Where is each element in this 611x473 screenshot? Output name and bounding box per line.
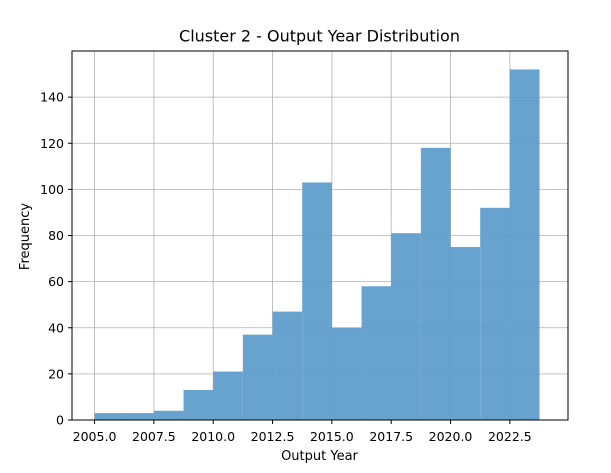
histogram-bar-7 — [302, 182, 332, 420]
y-tick-label-7: 140 — [40, 90, 64, 105]
x-tick-label-7: 2022.5 — [488, 429, 532, 444]
histogram-bar-13 — [480, 207, 510, 420]
histogram-bar-8 — [331, 327, 362, 420]
histogram-bars — [94, 69, 540, 421]
y-tick-label-3: 60 — [48, 274, 64, 289]
x-tick-label-6: 2020.0 — [429, 429, 473, 444]
y-tick-label-0: 0 — [56, 413, 64, 428]
histogram-bar-14 — [509, 69, 540, 420]
histogram-bar-12 — [450, 247, 481, 420]
histogram-bar-10 — [391, 233, 421, 420]
chart-title: Cluster 2 - Output Year Distribution — [179, 27, 460, 46]
x-tick-label-4: 2015.0 — [310, 429, 354, 444]
x-tick-label-5: 2017.5 — [369, 429, 413, 444]
y-tick-label-6: 120 — [40, 136, 64, 151]
histogram-bar-0 — [94, 413, 125, 420]
y-tick-label-4: 80 — [48, 228, 64, 243]
histogram-bar-2 — [153, 410, 184, 420]
x-tick-label-1: 2007.5 — [132, 429, 176, 444]
histogram-bar-6 — [272, 311, 303, 420]
x-tick-label-0: 2005.0 — [73, 429, 117, 444]
y-tick-label-5: 100 — [40, 182, 64, 197]
tick-labels: 2005.0 2007.5 2010.0 2012.5 2015.0 2017.5 2020… — [40, 90, 532, 444]
axes — [68, 50, 569, 424]
y-tick-label-2: 40 — [48, 320, 64, 335]
histogram-bar-11 — [420, 147, 451, 421]
histogram-bar-1 — [124, 413, 154, 420]
histogram-bar-9 — [361, 286, 392, 420]
y-axis-label: Frequency — [18, 203, 33, 270]
histogram-bar-4 — [213, 371, 243, 420]
histogram-bar-5 — [242, 334, 273, 420]
x-axis-label: Output Year — [281, 449, 358, 464]
y-tick-label-1: 20 — [48, 366, 64, 381]
histogram-bar-3 — [183, 390, 214, 420]
x-tick-label-3: 2012.5 — [251, 429, 295, 444]
x-tick-label-2: 2010.0 — [191, 429, 235, 444]
